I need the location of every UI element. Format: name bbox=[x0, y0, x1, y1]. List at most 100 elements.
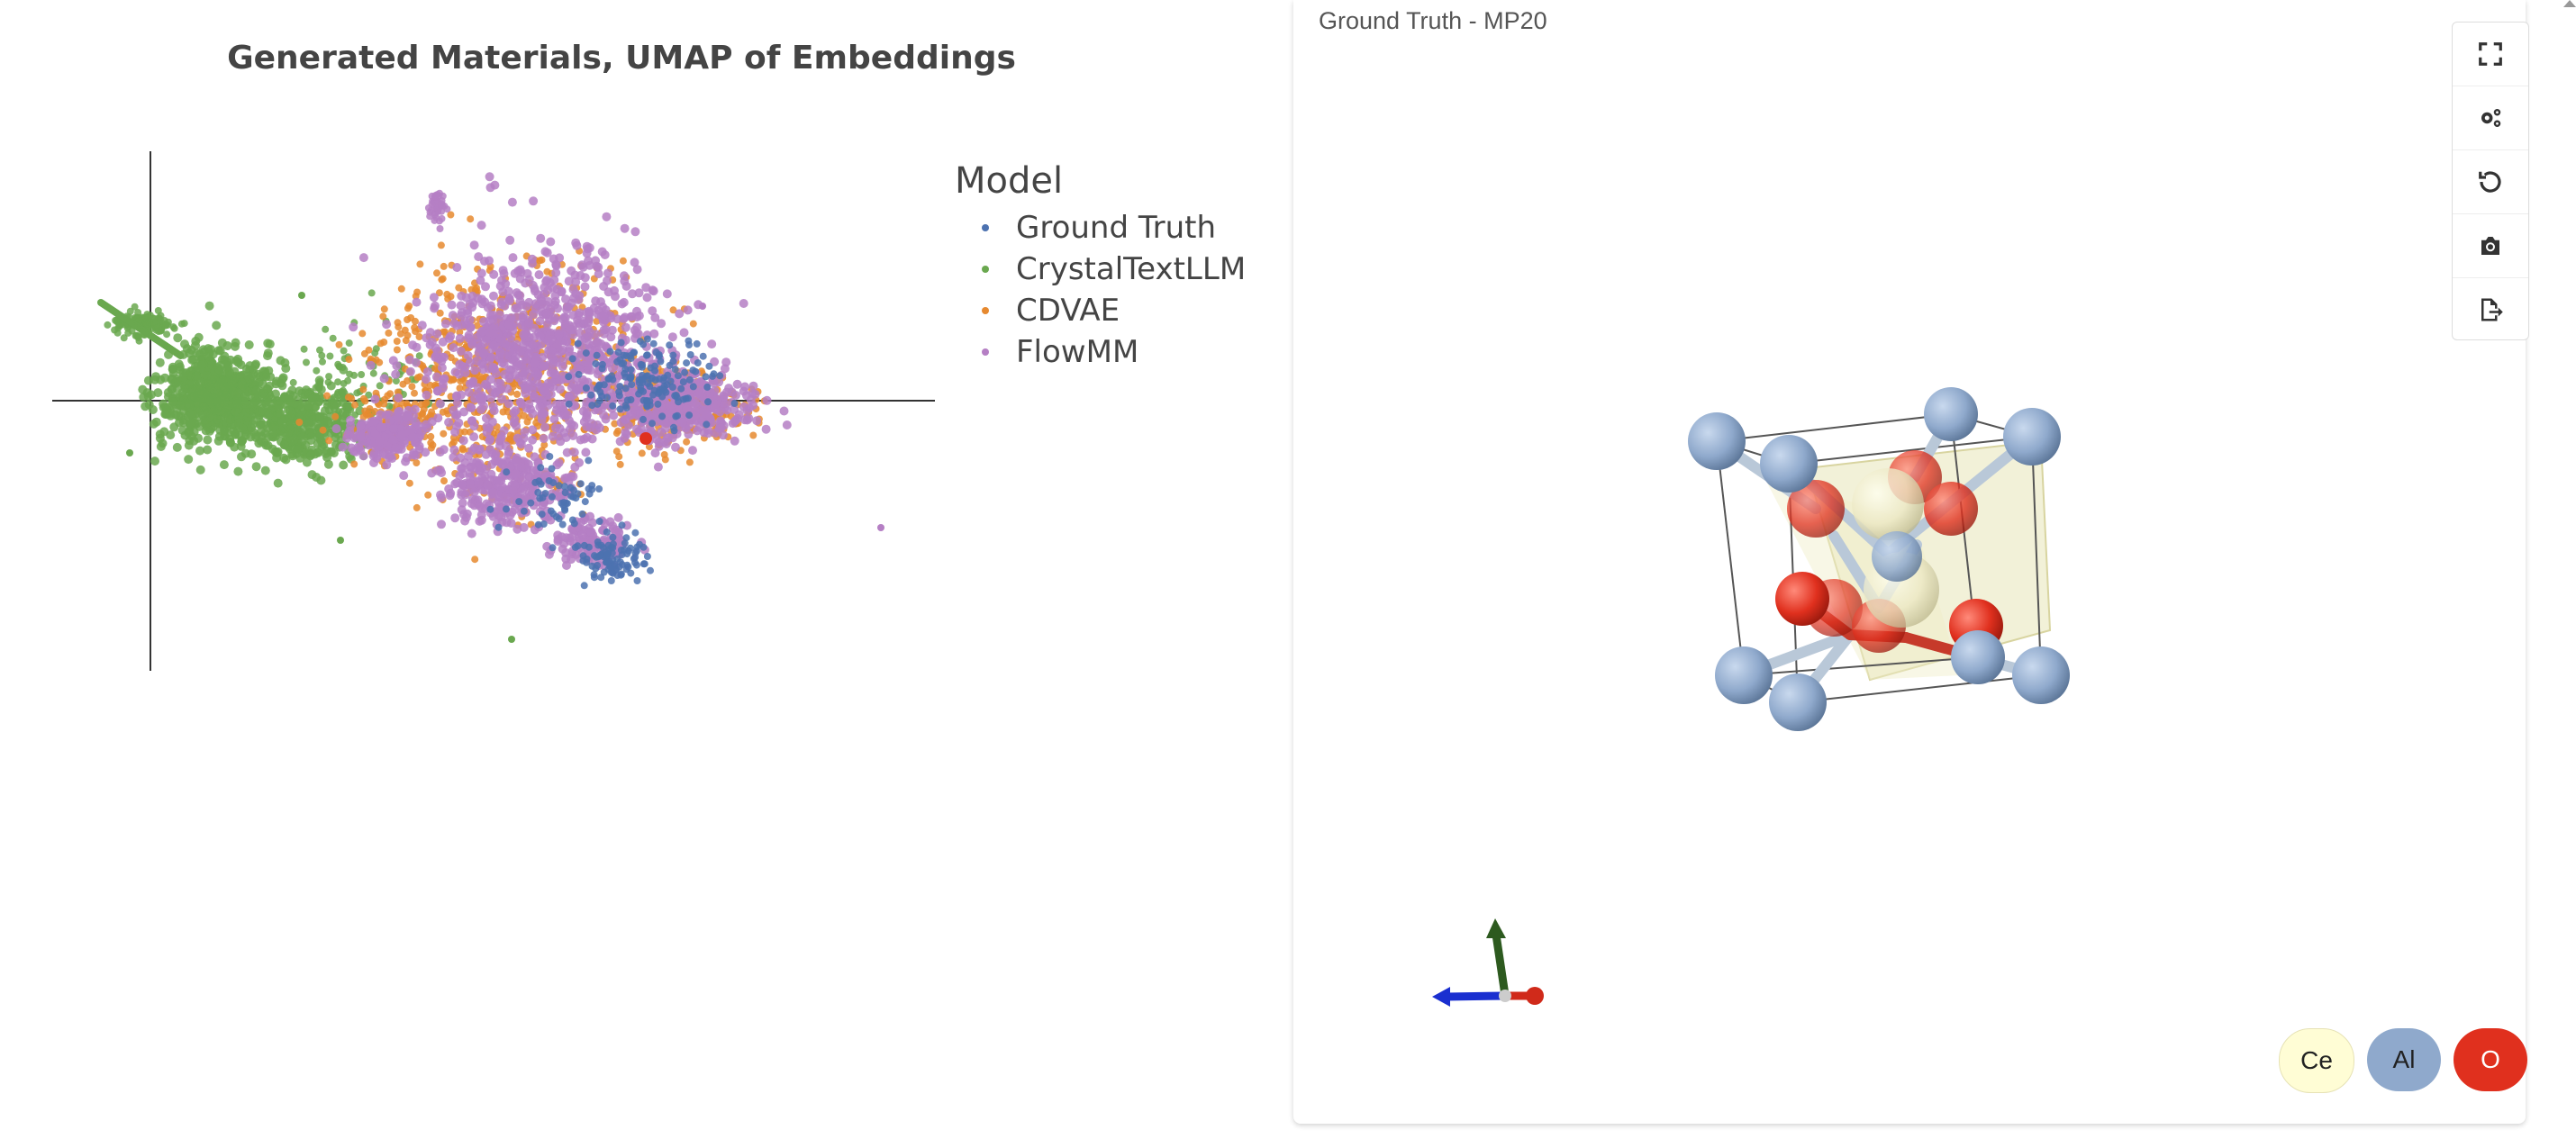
data-point[interactable] bbox=[681, 368, 689, 376]
data-point[interactable] bbox=[607, 543, 615, 551]
data-point[interactable] bbox=[331, 402, 340, 410]
data-point[interactable] bbox=[877, 524, 884, 531]
data-point[interactable] bbox=[528, 340, 538, 350]
data-point[interactable] bbox=[643, 351, 651, 359]
data-point[interactable] bbox=[237, 380, 247, 389]
data-point[interactable] bbox=[686, 351, 694, 358]
data-point[interactable] bbox=[149, 419, 159, 429]
data-point[interactable] bbox=[605, 375, 613, 383]
data-point[interactable] bbox=[648, 306, 658, 316]
data-point[interactable] bbox=[457, 479, 467, 489]
data-point[interactable] bbox=[452, 392, 462, 402]
data-point[interactable] bbox=[580, 582, 588, 590]
data-point[interactable] bbox=[631, 329, 641, 339]
data-point[interactable] bbox=[361, 407, 369, 415]
data-point[interactable] bbox=[335, 362, 343, 370]
data-point[interactable] bbox=[356, 421, 366, 431]
data-point[interactable] bbox=[653, 462, 663, 472]
data-point[interactable] bbox=[550, 369, 560, 379]
data-point[interactable] bbox=[579, 556, 587, 565]
data-point[interactable] bbox=[679, 328, 689, 338]
data-point[interactable] bbox=[499, 426, 509, 436]
data-point[interactable] bbox=[666, 341, 674, 349]
data-point[interactable] bbox=[447, 293, 455, 301]
data-point[interactable] bbox=[399, 380, 407, 388]
data-point[interactable] bbox=[620, 312, 630, 322]
data-point[interactable] bbox=[307, 432, 315, 440]
data-point[interactable] bbox=[281, 364, 291, 374]
data-point[interactable] bbox=[603, 276, 612, 285]
data-point[interactable] bbox=[511, 352, 521, 362]
data-point[interactable] bbox=[565, 400, 573, 408]
data-point[interactable] bbox=[422, 400, 430, 408]
data-point[interactable] bbox=[528, 409, 538, 419]
data-point[interactable] bbox=[498, 266, 508, 276]
data-point[interactable] bbox=[574, 490, 582, 498]
data-point[interactable] bbox=[699, 303, 706, 310]
data-point[interactable] bbox=[468, 376, 478, 386]
data-point[interactable] bbox=[422, 375, 431, 384]
data-point[interactable] bbox=[313, 366, 321, 375]
data-point[interactable] bbox=[251, 430, 261, 440]
data-point[interactable] bbox=[584, 339, 594, 349]
data-point[interactable] bbox=[782, 420, 792, 429]
data-point[interactable] bbox=[142, 388, 152, 398]
data-point[interactable] bbox=[547, 507, 555, 515]
data-point[interactable] bbox=[530, 391, 539, 401]
data-point[interactable] bbox=[475, 444, 485, 454]
data-point[interactable] bbox=[538, 511, 546, 519]
data-point[interactable] bbox=[273, 478, 283, 488]
data-point[interactable] bbox=[734, 410, 744, 420]
data-point[interactable] bbox=[548, 493, 556, 501]
data-point[interactable] bbox=[640, 560, 649, 568]
data-point[interactable] bbox=[547, 353, 557, 363]
data-point[interactable] bbox=[668, 384, 676, 391]
data-point[interactable] bbox=[703, 383, 712, 391]
data-point[interactable] bbox=[542, 396, 552, 406]
data-point[interactable] bbox=[162, 321, 170, 330]
data-point[interactable] bbox=[626, 375, 634, 383]
data-point[interactable] bbox=[602, 212, 612, 221]
data-point[interactable] bbox=[431, 365, 439, 373]
data-point[interactable] bbox=[549, 414, 559, 424]
data-point[interactable] bbox=[761, 424, 771, 434]
data-point[interactable] bbox=[486, 505, 494, 513]
data-point[interactable] bbox=[520, 507, 528, 515]
resize-corner-icon[interactable] bbox=[2563, 0, 2576, 9]
data-point[interactable] bbox=[427, 468, 437, 478]
data-point[interactable] bbox=[195, 446, 204, 456]
data-point[interactable] bbox=[707, 339, 717, 349]
data-point[interactable] bbox=[169, 422, 179, 432]
data-point[interactable] bbox=[349, 322, 358, 332]
data-point[interactable] bbox=[483, 303, 493, 312]
data-point[interactable] bbox=[710, 386, 720, 395]
data-point[interactable] bbox=[212, 321, 222, 330]
data-point[interactable] bbox=[546, 389, 556, 399]
data-point[interactable] bbox=[694, 359, 702, 366]
data-point[interactable] bbox=[439, 408, 447, 416]
data-point[interactable] bbox=[289, 378, 297, 386]
legend-item-flowmm[interactable]: FlowMM bbox=[955, 331, 1246, 373]
data-point[interactable] bbox=[621, 369, 629, 377]
data-point[interactable] bbox=[529, 310, 539, 319]
data-point[interactable] bbox=[548, 465, 556, 473]
data-point[interactable] bbox=[323, 459, 333, 469]
data-point[interactable] bbox=[647, 566, 654, 574]
data-point[interactable] bbox=[466, 322, 476, 332]
data-point[interactable] bbox=[481, 282, 490, 292]
data-point[interactable] bbox=[536, 294, 546, 303]
data-point[interactable] bbox=[380, 305, 388, 313]
data-point[interactable] bbox=[285, 414, 293, 422]
data-point[interactable] bbox=[499, 408, 507, 416]
data-point[interactable] bbox=[561, 294, 570, 304]
data-point[interactable] bbox=[649, 329, 659, 339]
data-point[interactable] bbox=[488, 511, 498, 521]
data-point[interactable] bbox=[316, 346, 323, 354]
data-point[interactable] bbox=[467, 529, 476, 538]
data-point[interactable] bbox=[467, 499, 476, 509]
data-point[interactable] bbox=[562, 447, 572, 457]
data-point[interactable] bbox=[695, 388, 705, 398]
data-point[interactable] bbox=[466, 479, 476, 489]
data-point[interactable] bbox=[411, 389, 418, 397]
data-point[interactable] bbox=[497, 358, 507, 367]
